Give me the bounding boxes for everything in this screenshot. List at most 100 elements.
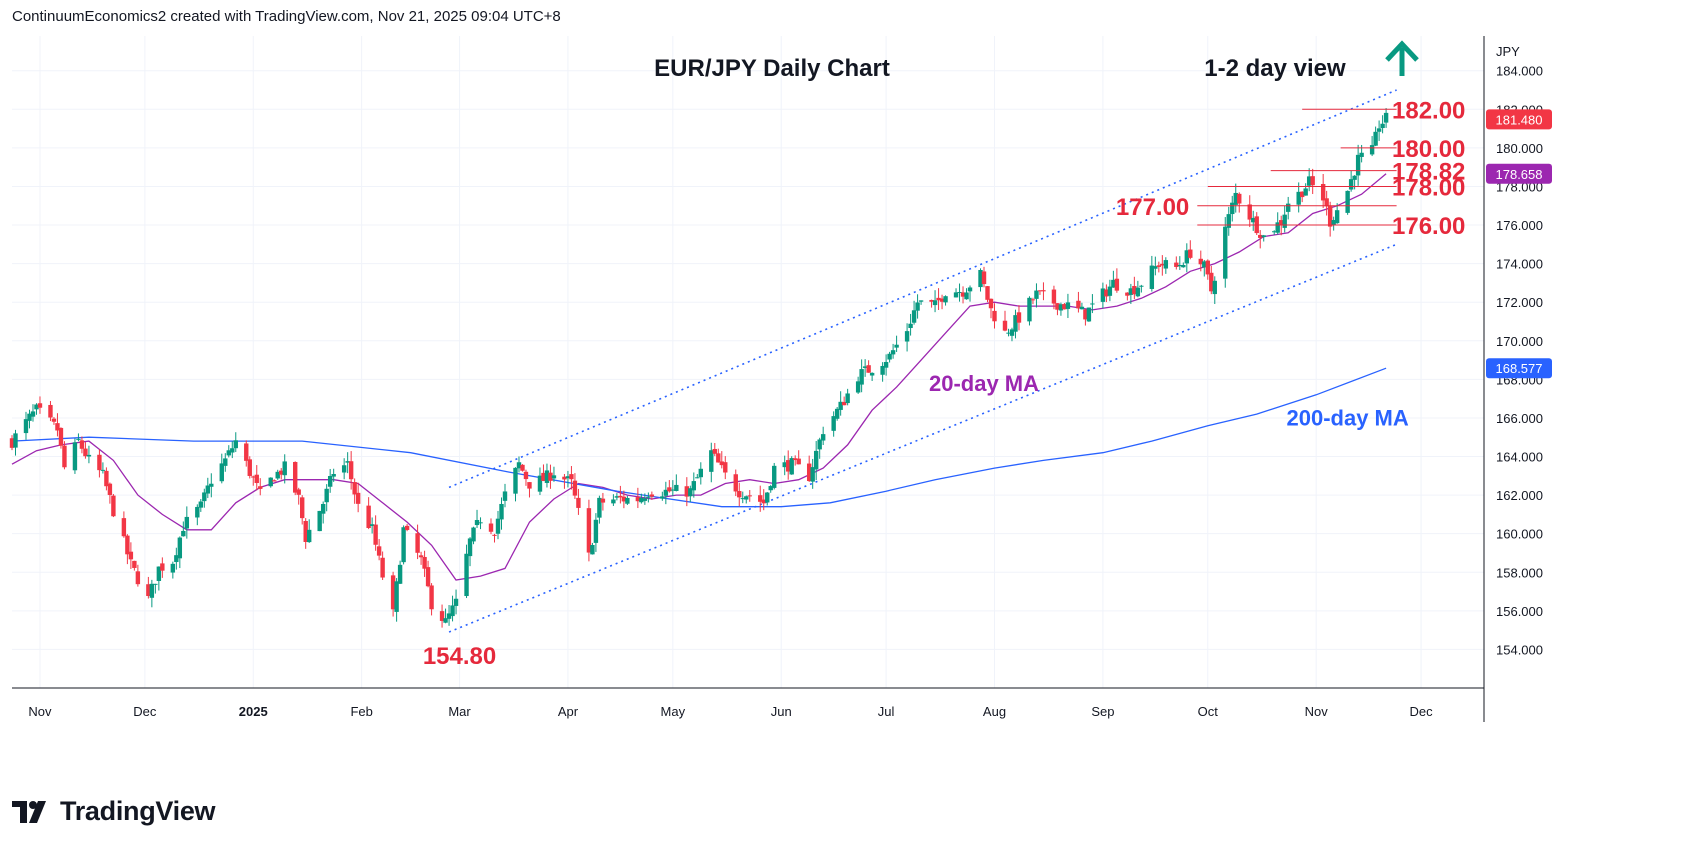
candle [810,458,815,489]
candle [153,583,158,594]
candle-body [268,477,273,487]
candle-body [195,506,200,518]
candle-body [1086,307,1092,322]
y-tick-label: 158.000 [1496,565,1543,580]
tradingview-logo[interactable]: TradingView [12,796,216,827]
candle [712,442,717,457]
candle [1027,296,1032,326]
candle-body [499,503,504,520]
candle [1198,250,1203,272]
candle [1223,217,1228,288]
candle-body [663,489,669,496]
level-label: 177.00 [1116,194,1189,221]
candle [1296,182,1301,213]
level-label: 182.00 [1392,97,1465,124]
candle [1177,256,1183,270]
candle [992,303,997,329]
x-tick-label: Sep [1091,704,1114,719]
candle [55,413,60,437]
candle-body [170,563,176,573]
candle [719,451,724,469]
candle [1100,282,1106,309]
candle-body [1320,183,1326,201]
candle-body [929,299,934,302]
candle-body [859,369,864,385]
candle [198,499,204,512]
candle-body [716,453,721,463]
candle-body [576,497,581,508]
tradingview-logo-icon [12,800,46,823]
level-label: 178.00 [1392,174,1465,201]
candle [1205,259,1210,280]
chart-subtitle: 1-2 day view [1204,55,1346,82]
candle-body [1188,249,1193,258]
candle [1282,205,1287,233]
candle-body [233,440,238,449]
candle-body [904,331,910,342]
candle [684,477,690,507]
candle [282,454,287,484]
candle [48,401,53,422]
candle [1320,173,1326,208]
candle [471,526,476,545]
candle-body [541,472,546,481]
candle [446,605,452,626]
low-label: 154.80 [423,643,496,670]
candle-body [160,563,165,571]
candle-body [132,560,137,568]
level-label: 178.82 [1392,159,1465,186]
candle-body [817,439,822,450]
candle-body [1296,191,1301,205]
candle-body [376,546,382,556]
candle-body [1209,272,1214,292]
price-tag-bg [1486,358,1552,379]
y-tick-label: 170.000 [1496,334,1543,349]
candle-body [418,555,424,558]
candle [160,557,165,578]
candle-body [1132,286,1137,295]
candle [691,472,697,498]
level-label: 180.00 [1392,136,1465,163]
candle [911,300,917,325]
candle [1247,195,1252,228]
candle-body [425,567,431,587]
candle [1376,120,1382,141]
price-tag-ma20: 178.658 [1486,163,1552,184]
candle [845,388,850,406]
candle-body [565,476,571,479]
candle [1041,282,1046,301]
candle [768,484,773,493]
candle [184,506,190,539]
candle [744,495,749,504]
candle-body [709,450,714,472]
candle [83,442,88,459]
candle [1009,327,1015,342]
candle-body [1107,286,1113,296]
candle [62,441,67,470]
candle [1188,240,1193,260]
candle [887,351,892,363]
candle-body [341,465,347,473]
candle-body [121,518,127,537]
candle-body [48,404,53,418]
candle [1348,170,1354,192]
candle-body [303,520,308,542]
candle-body [184,516,190,529]
candle [1079,302,1085,310]
candle-body [306,529,312,543]
candle-body [1369,145,1375,155]
candle [793,455,798,466]
candle [233,432,238,453]
candle-body [761,499,766,504]
candle-body [30,411,36,417]
candle-body [488,523,494,532]
candle-body [324,488,329,503]
candle [397,560,403,585]
candle-body [55,423,60,431]
candle-body [1104,289,1109,297]
candle-body [1212,280,1217,295]
candle-body [348,461,354,480]
candle [1258,230,1263,249]
candle [467,537,473,567]
